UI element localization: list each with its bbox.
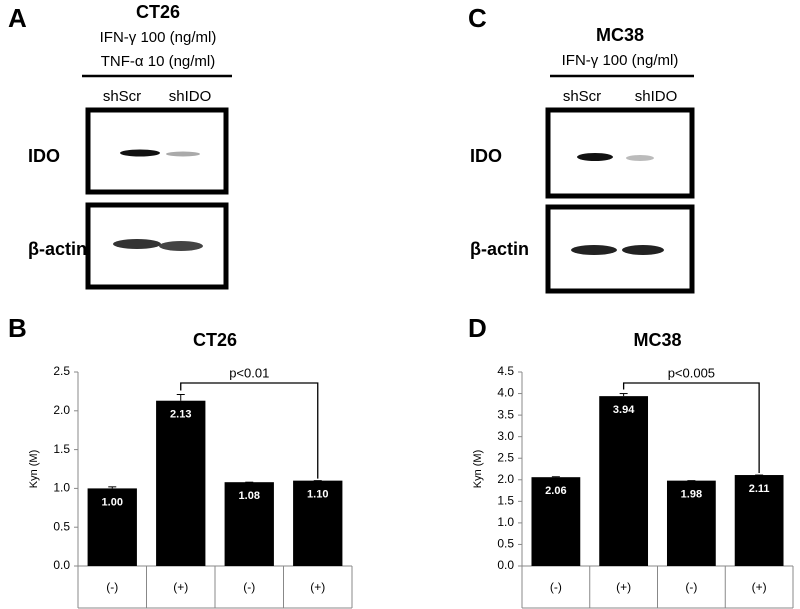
blot-label: IDO [28,146,60,166]
lane-label: shScr [103,88,141,105]
blot [545,204,695,294]
y-tick-label: 0.5 [53,519,70,533]
treatment: TNF-α 10 (ng/ml) [101,53,216,70]
chart-title: CT26 [193,330,237,350]
y-tick-label: 2.0 [497,472,514,486]
x-tick-label: (+) [173,580,188,594]
panel-letter: D [468,313,487,343]
blot-label: IDO [470,146,502,166]
lane-label: shScr [563,88,601,105]
bar [293,480,343,566]
chart-title: MC38 [633,330,681,350]
x-tick-label: (-) [106,580,118,594]
y-tick-label: 1.0 [53,481,70,495]
y-tick-label: 2.5 [497,450,514,464]
x-tick-label: (-) [243,580,255,594]
significance-bracket [622,382,760,474]
value-label: 1.98 [681,489,702,501]
y-tick-label: 1.0 [497,515,514,529]
y-tick-label: 0.5 [497,537,514,551]
panel-letter: C [468,3,487,33]
value-label: 1.08 [239,490,260,502]
panel-letter: B [8,313,27,343]
y-tick-label: 4.5 [497,364,514,378]
y-tick-label: 2.5 [53,364,70,378]
bar [599,396,649,566]
x-tick-label: (+) [616,580,631,594]
y-axis-label: Kyn (M) [28,450,40,489]
y-axis-label: Kyn (M) [472,450,484,489]
bar [87,488,137,566]
blot [545,107,695,199]
cell-line: CT26 [136,2,180,22]
band [166,151,200,157]
bar [734,475,784,566]
cell-line: MC38 [596,25,644,45]
value-label: 1.00 [102,496,123,508]
value-label: 2.06 [545,485,566,497]
annotation: p<0.005 [668,365,715,380]
y-tick-label: 1.5 [497,494,514,508]
bar [156,400,206,566]
value-label: 2.13 [170,409,191,421]
x-tick-label: (-) [550,580,562,594]
y-tick-label: 0.0 [53,558,70,572]
band [622,245,664,255]
band [577,153,613,161]
annotation: p<0.01 [229,365,269,380]
y-tick-label: 2.0 [53,403,70,417]
lane-label: shIDO [635,88,678,105]
y-tick-label: 4.0 [497,386,514,400]
band [626,155,654,161]
treatment: IFN-γ 100 (ng/ml) [562,52,679,69]
blot [85,107,229,195]
y-tick-label: 0.0 [497,558,514,572]
value-label: 1.10 [307,489,328,501]
panel-letter: A [8,3,27,33]
value-label: 2.11 [749,483,770,495]
y-tick-label: 3.5 [497,407,514,421]
treatment: IFN-γ 100 (ng/ml) [100,29,217,46]
band [159,241,203,251]
bar [666,480,716,566]
band [113,239,161,249]
bar [531,477,581,566]
x-tick-label: (+) [752,580,767,594]
value-label: 3.94 [613,404,635,416]
blot-label: β-actin [28,239,87,259]
band [571,245,617,255]
x-tick-label: (-) [685,580,697,594]
significance-bracket [180,382,319,479]
x-tick-label: (+) [310,580,325,594]
y-tick-label: 3.0 [497,429,514,443]
bar [224,482,274,566]
y-tick-label: 1.5 [53,442,70,456]
blot-label: β-actin [470,239,529,259]
band [120,149,160,157]
lane-label: shIDO [169,88,212,105]
